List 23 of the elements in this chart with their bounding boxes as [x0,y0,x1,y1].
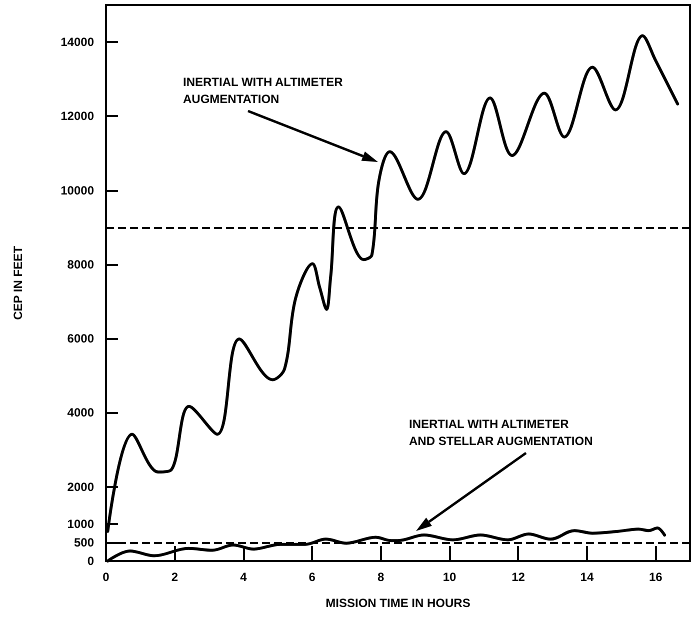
y-tick-label: 500 [74,535,94,550]
y-tick-label: 8000 [67,257,94,272]
x-tick-label: 8 [377,570,384,584]
y-tick-label: 10000 [60,183,94,198]
y-tick-label: 1000 [67,516,94,531]
x-tick-label: 4 [240,570,248,584]
x-tick-label: 14 [580,570,594,584]
x-tick-label: 12 [512,570,526,584]
x-tick-label: 2 [171,570,178,584]
y-tick-label: 6000 [67,332,94,346]
annotation: INERTIAL WITH ALTIMETER AND STELLAR AUGMENTATION [409,416,593,450]
y-tick-label: 12000 [60,109,94,124]
x-axis-title: MISSION TIME IN HOURS [326,596,470,610]
y-tick-label: 14000 [60,35,94,50]
y-tick-label: 2000 [67,480,94,494]
y-axis-title: CEP IN FEET [11,245,25,320]
x-tick-label: 6 [308,570,316,584]
x-tick-label: 16 [648,570,663,584]
x-tick-label: 0 [102,570,110,584]
y-tick-label: 0 [87,554,94,568]
y-tick-label: 4000 [67,406,94,420]
x-tick-label: 10 [442,570,457,584]
annotation: INERTIAL WITH ALTIMETER AUGMENTATION [183,74,343,108]
